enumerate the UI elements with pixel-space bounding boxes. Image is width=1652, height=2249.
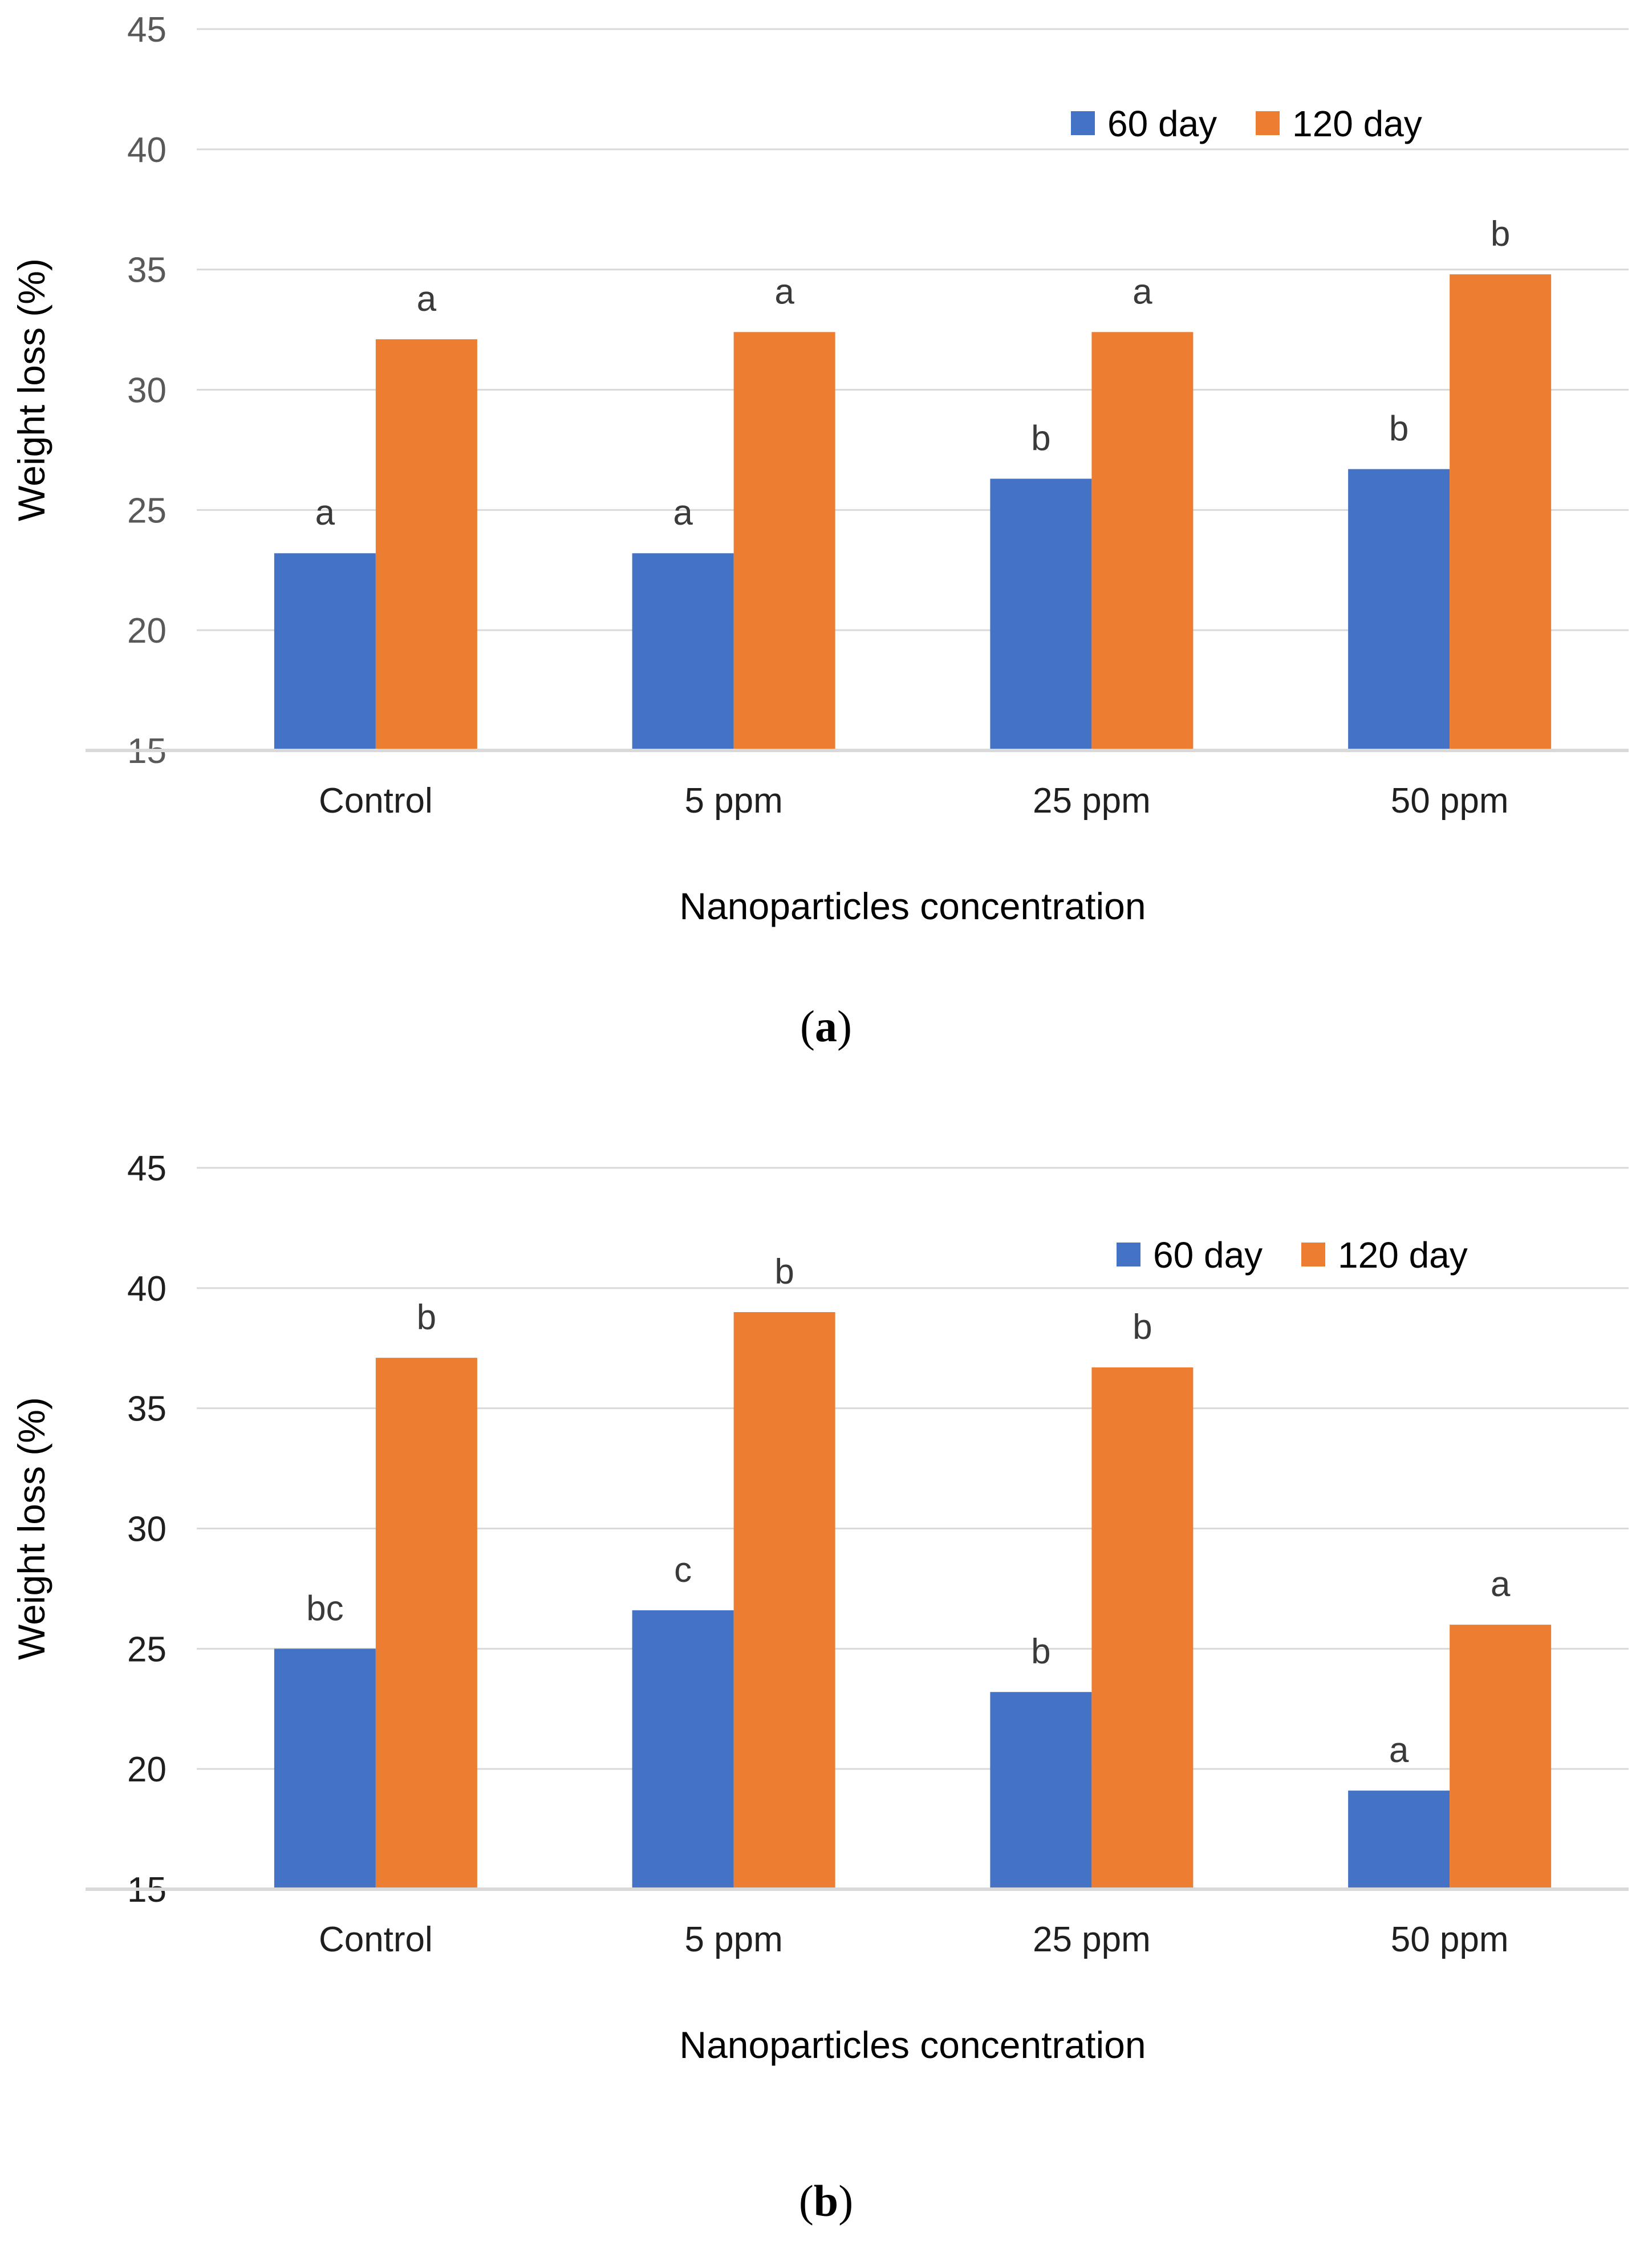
sig-letter-60-day-25-ppm: b (1031, 1632, 1050, 1671)
caption-open-paren: ( (800, 1001, 815, 1051)
y-tick-label-30: 30 (127, 371, 167, 411)
bar-120-day-50-ppm (1450, 274, 1552, 751)
y-axis-title: Weight loss (%) (10, 258, 52, 521)
legend-label-60-day: 60 day (1107, 103, 1217, 144)
category-label-control: Control (319, 1920, 433, 1959)
legend-swatch-120-day (1256, 111, 1280, 135)
category-label-50-ppm: 50 ppm (1391, 1920, 1509, 1959)
y-tick-label-40: 40 (127, 131, 167, 170)
panel-caption-b: (b) (0, 2175, 1652, 2227)
sig-letter-60-day-50-ppm: a (1389, 1731, 1409, 1770)
sig-letter-60-day-25-ppm: b (1031, 419, 1050, 458)
y-tick-label-20: 20 (127, 611, 167, 651)
bar-60-day-50-ppm (1348, 469, 1450, 750)
caption-open-paren: ( (798, 2176, 814, 2226)
category-label-5-ppm: 5 ppm (684, 781, 782, 821)
y-tick-label-30: 30 (127, 1510, 167, 1549)
y-tick-label-40: 40 (127, 1269, 167, 1309)
sig-letter-60-day-control: bc (306, 1589, 343, 1628)
category-label-5-ppm: 5 ppm (684, 1920, 782, 1959)
bar-120-day-25-ppm (1091, 332, 1194, 750)
legend-swatch-120-day (1301, 1243, 1325, 1266)
bar-120-day-50-ppm (1450, 1625, 1552, 1889)
sig-letter-120-day-5-ppm: b (774, 1252, 794, 1292)
bar-60-day-25-ppm (990, 1692, 1092, 1889)
sig-letter-60-day-control: a (315, 493, 335, 533)
bar-120-day-5-ppm (733, 332, 835, 750)
bar-60-day-5-ppm (632, 553, 734, 750)
sig-letter-60-day-50-ppm: b (1389, 409, 1409, 449)
legend-label-120-day: 120 day (1292, 103, 1422, 144)
bar-60-day-50-ppm (1348, 1791, 1450, 1889)
bar-120-day-control (375, 1358, 477, 1889)
legend-swatch-60-day (1117, 1243, 1140, 1266)
y-tick-label-35: 35 (127, 251, 167, 290)
y-axis-title: Weight loss (%) (10, 1397, 52, 1660)
sig-letter-120-day-50-ppm: b (1491, 214, 1510, 254)
y-tick-label-45: 45 (127, 1149, 167, 1188)
sig-letter-60-day-5-ppm: a (673, 493, 693, 533)
bar-60-day-control (274, 553, 376, 750)
caption-letter: a (815, 1001, 837, 1051)
bar-120-day-25-ppm (1091, 1367, 1194, 1889)
bar-60-day-5-ppm (632, 1610, 734, 1889)
x-axis-title: Nanoparticles concentration (679, 885, 1146, 927)
bar-60-day-25-ppm (990, 478, 1092, 750)
category-label-50-ppm: 50 ppm (1391, 781, 1509, 821)
bar-120-day-5-ppm (733, 1312, 835, 1889)
x-axis-title: Nanoparticles concentration (679, 2024, 1146, 2066)
caption-letter: b (813, 2176, 839, 2226)
category-label-control: Control (319, 781, 433, 821)
bar-60-day-control (274, 1649, 376, 1889)
sig-letter-60-day-5-ppm: c (674, 1550, 692, 1590)
sig-letter-120-day-50-ppm: a (1491, 1565, 1511, 1604)
y-tick-label-45: 45 (127, 10, 167, 50)
y-tick-label-35: 35 (127, 1390, 167, 1429)
sig-letter-120-day-5-ppm: a (774, 272, 794, 311)
legend-swatch-60-day (1071, 111, 1095, 135)
chart-panel-a: 15 20 25 30 35 40 45 a a Control a a 5 ppm b a 25 ppm b b… (0, 0, 1652, 1052)
sig-letter-120-day-25-ppm: b (1133, 1308, 1152, 1347)
category-label-25-ppm: 25 ppm (1033, 1920, 1151, 1959)
bar-120-day-control (375, 339, 477, 750)
y-tick-label-20: 20 (127, 1750, 167, 1789)
y-tick-label-25: 25 (127, 1630, 167, 1669)
sig-letter-120-day-control: b (417, 1298, 436, 1337)
chart-panel-b: 15 20 25 30 35 40 45 bc b Control c b 5 ppm b b 25 ppm a… (0, 1139, 1652, 2227)
legend-label-120-day: 120 day (1338, 1235, 1468, 1276)
sig-letter-120-day-25-ppm: a (1133, 272, 1152, 311)
caption-close-paren: ) (838, 2176, 854, 2226)
legend-label-60-day: 60 day (1153, 1235, 1263, 1276)
y-tick-label-25: 25 (127, 491, 167, 530)
category-label-25-ppm: 25 ppm (1033, 781, 1151, 821)
caption-close-paren: ) (837, 1001, 852, 1051)
panel-caption-a: (a) (0, 1001, 1652, 1052)
sig-letter-120-day-control: a (417, 279, 437, 319)
